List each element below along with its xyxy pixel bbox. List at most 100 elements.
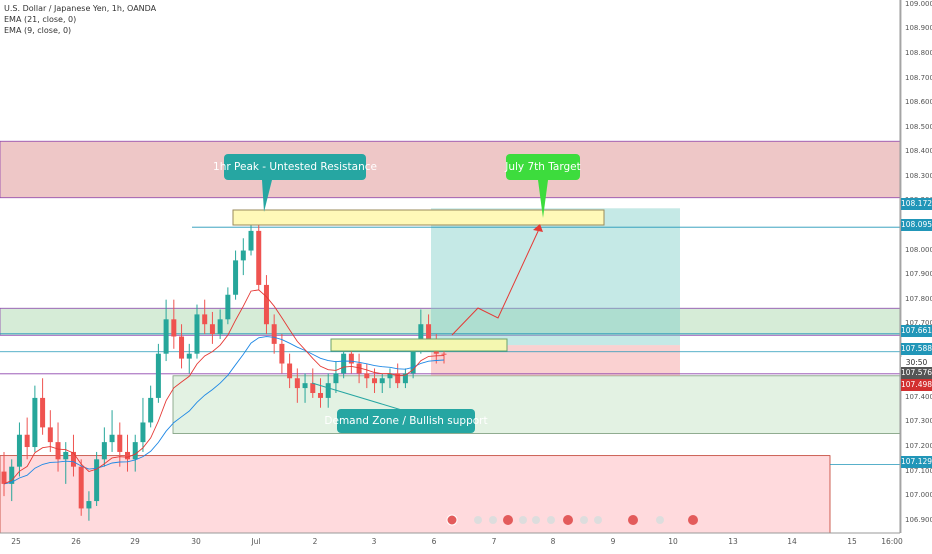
candle-body xyxy=(418,324,424,349)
price-label: 107.129 xyxy=(901,456,932,468)
demand-callout[interactable]: Demand Zone / Bullish support xyxy=(324,409,488,433)
candle-body xyxy=(356,363,362,374)
candle-body xyxy=(171,319,177,337)
price-tick-label: 108.700 xyxy=(905,73,932,82)
target-callout-pointer xyxy=(538,180,548,218)
candle-body xyxy=(294,378,300,389)
ema21-line xyxy=(3,336,445,485)
time-tick-label: 13 xyxy=(728,537,738,546)
candle-body xyxy=(94,459,100,502)
candle-body xyxy=(256,230,262,285)
candle-body xyxy=(325,383,331,398)
ema9-label: EMA (9, close, 0) xyxy=(4,26,72,35)
target-callout[interactable]: July 7th Target xyxy=(505,154,581,180)
zone-demand xyxy=(172,375,901,434)
price-label: 108.172 xyxy=(901,198,932,210)
price-tick-label: 108.600 xyxy=(905,98,932,107)
candle-body xyxy=(163,319,169,354)
projection-arrow-head xyxy=(533,224,543,232)
candle-body xyxy=(248,230,254,251)
ema21-label: EMA (21, close, 0) xyxy=(4,15,77,24)
candle-body xyxy=(209,324,215,335)
candle-body xyxy=(279,343,285,364)
price-label: 107.588 xyxy=(901,343,932,355)
price-tick-label: 108.800 xyxy=(905,49,932,58)
peak-callout-pointer xyxy=(262,180,272,212)
candle-body xyxy=(317,392,323,398)
time-tick-label: 10 xyxy=(668,537,678,546)
candle-body xyxy=(132,442,138,460)
candle-body xyxy=(24,434,30,448)
candle-body xyxy=(117,434,123,452)
price-tick-label: 107.700 xyxy=(905,319,932,328)
time-tick-label: 15 xyxy=(847,537,857,546)
symbol-title: U.S. Dollar / Japanese Yen, 1h, OANDA xyxy=(4,4,157,13)
candle-body xyxy=(240,250,246,261)
candle-body xyxy=(78,466,84,509)
candle-body xyxy=(233,260,239,295)
candle-body xyxy=(101,442,107,460)
ema9-line xyxy=(3,289,445,485)
price-label: 108.095 xyxy=(901,219,932,231)
projection-arrow xyxy=(451,226,541,336)
candle-body xyxy=(426,324,432,339)
candle-body xyxy=(40,397,46,428)
time-tick-label: 9 xyxy=(610,537,616,546)
price-label: 107.576 xyxy=(901,367,932,379)
candle-body xyxy=(148,397,154,423)
price-tick-label: 107.100 xyxy=(905,466,932,475)
price-tick-label: 108.900 xyxy=(905,24,932,33)
time-tick-label: 14 xyxy=(787,537,797,546)
time-tick-label: 26 xyxy=(71,537,81,546)
price-tick-label: 108.400 xyxy=(905,147,932,156)
candle-body xyxy=(225,294,231,320)
price-tick-label: 107.800 xyxy=(905,294,932,303)
candle-body xyxy=(179,336,185,359)
peak-callout[interactable]: 1hr Peak - Untested Resistance xyxy=(213,154,377,180)
price-tick-label: 108.500 xyxy=(905,122,932,131)
candle-body xyxy=(333,373,339,384)
demand-callout-pointer xyxy=(311,382,406,412)
time-tick-label: 3 xyxy=(371,537,377,546)
price-label: 107.498 xyxy=(901,379,932,391)
candle-body xyxy=(155,353,161,398)
candle-body xyxy=(410,348,416,374)
candle-body xyxy=(302,383,308,389)
price-tick-label: 109.000 xyxy=(905,0,932,8)
price-tick-label: 107.000 xyxy=(905,491,932,500)
candle-body xyxy=(140,422,146,443)
candle-body xyxy=(441,353,447,355)
candle-body xyxy=(395,373,401,384)
candle-body xyxy=(70,451,76,467)
candle-body xyxy=(217,319,223,335)
candle-body xyxy=(9,466,15,484)
price-tick-label: 107.400 xyxy=(905,392,932,401)
candle-body xyxy=(63,451,69,460)
time-tick-label: 29 xyxy=(130,537,140,546)
time-tick-label: 7 xyxy=(491,537,497,546)
candle-body xyxy=(287,363,293,379)
time-tick-label: 8 xyxy=(550,537,556,546)
price-label: 107.661 xyxy=(901,325,932,337)
zone-supply-low xyxy=(0,455,831,534)
peak-resistance-box xyxy=(232,209,605,226)
time-tick-label: Jul xyxy=(251,537,261,546)
candle-body xyxy=(372,378,378,384)
candle-body xyxy=(402,373,408,384)
candle-body xyxy=(1,471,7,484)
candle-body xyxy=(271,324,277,344)
candle-body xyxy=(202,314,208,325)
candle-body xyxy=(364,373,370,379)
economic-calendar-icons[interactable] xyxy=(446,514,698,526)
price-tick-label: 106.900 xyxy=(905,515,932,524)
candle-body xyxy=(341,353,347,374)
position-target-area xyxy=(431,208,680,346)
price-tick-label: 107.200 xyxy=(905,442,932,451)
candle-body xyxy=(47,427,53,443)
price-tick-label: 108.000 xyxy=(905,245,932,254)
time-tick-label: 2 xyxy=(312,537,318,546)
candle-body xyxy=(109,434,115,443)
candle-body xyxy=(379,378,385,384)
